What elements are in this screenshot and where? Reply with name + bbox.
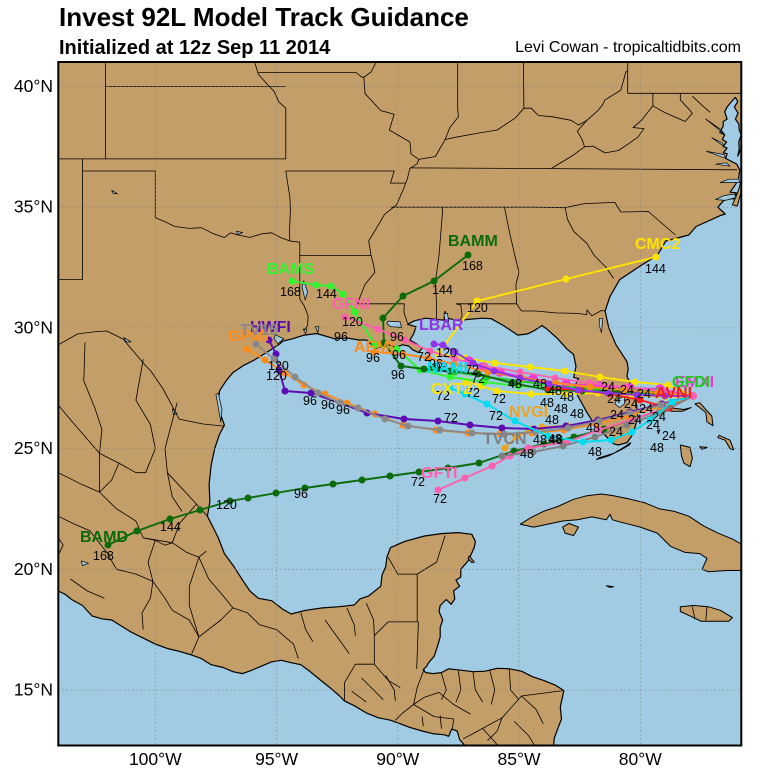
svg-text:48: 48 <box>549 433 563 447</box>
svg-text:GFDI: GFDI <box>672 374 710 391</box>
svg-text:48: 48 <box>533 433 547 447</box>
svg-text:72: 72 <box>433 492 447 506</box>
svg-text:CXT2: CXT2 <box>431 381 472 398</box>
svg-text:168: 168 <box>280 285 301 299</box>
svg-text:72: 72 <box>444 411 458 425</box>
svg-text:72: 72 <box>417 350 431 364</box>
svg-text:LBAR: LBAR <box>419 317 464 334</box>
svg-text:30°N: 30°N <box>14 317 53 337</box>
svg-text:120: 120 <box>266 369 287 383</box>
svg-text:AVNI: AVNI <box>655 385 692 402</box>
svg-text:48: 48 <box>588 445 602 459</box>
svg-text:GFNI: GFNI <box>332 296 370 313</box>
svg-text:GPMI: GPMI <box>228 328 269 345</box>
svg-text:96: 96 <box>303 394 317 408</box>
svg-text:168: 168 <box>93 549 114 563</box>
svg-text:48: 48 <box>520 447 534 461</box>
svg-text:120: 120 <box>268 359 289 373</box>
svg-text:100°W: 100°W <box>129 749 182 768</box>
svg-text:NVGI: NVGI <box>509 404 548 421</box>
svg-text:20°N: 20°N <box>14 559 53 579</box>
svg-text:24: 24 <box>637 387 651 401</box>
svg-text:72: 72 <box>411 475 425 489</box>
svg-text:24: 24 <box>628 413 642 427</box>
svg-text:85°W: 85°W <box>498 749 541 768</box>
svg-text:24: 24 <box>662 429 676 443</box>
svg-text:144: 144 <box>645 262 666 276</box>
svg-text:25°N: 25°N <box>14 438 53 458</box>
svg-text:CMC2: CMC2 <box>635 236 680 253</box>
svg-text:48: 48 <box>545 413 559 427</box>
svg-text:72: 72 <box>465 363 479 377</box>
svg-text:24: 24 <box>639 402 653 416</box>
svg-text:EMXI: EMXI <box>675 374 714 391</box>
svg-text:AEMI: AEMI <box>354 339 394 356</box>
svg-text:72: 72 <box>489 409 503 423</box>
svg-text:24: 24 <box>609 425 623 439</box>
svg-text:80°W: 80°W <box>619 749 662 768</box>
svg-text:24: 24 <box>620 383 634 397</box>
svg-text:48: 48 <box>548 384 562 398</box>
svg-text:72: 72 <box>492 392 506 406</box>
svg-text:48: 48 <box>533 377 547 391</box>
svg-text:90°W: 90°W <box>376 749 419 768</box>
svg-text:48: 48 <box>586 421 600 435</box>
svg-text:144: 144 <box>432 283 453 297</box>
svg-text:NAMI: NAMI <box>427 360 468 377</box>
svg-text:48: 48 <box>560 390 574 404</box>
svg-text:48: 48 <box>570 407 584 421</box>
svg-text:24: 24 <box>610 408 624 422</box>
svg-text:HWFI: HWFI <box>250 319 291 336</box>
svg-text:95°W: 95°W <box>255 749 298 768</box>
svg-text:96: 96 <box>366 351 380 365</box>
svg-text:24: 24 <box>624 397 638 411</box>
svg-text:24: 24 <box>646 418 660 432</box>
svg-text:BAMM: BAMM <box>448 233 498 250</box>
svg-text:96: 96 <box>390 330 404 344</box>
svg-text:48: 48 <box>548 432 562 446</box>
svg-text:144: 144 <box>316 287 337 301</box>
svg-text:168: 168 <box>462 259 483 273</box>
svg-text:48: 48 <box>508 377 522 391</box>
svg-text:35°N: 35°N <box>14 197 53 217</box>
svg-text:BAMD: BAMD <box>80 529 128 546</box>
svg-text:96: 96 <box>321 398 335 412</box>
svg-text:BAMS: BAMS <box>267 261 314 278</box>
svg-text:48: 48 <box>540 396 554 410</box>
svg-text:120: 120 <box>342 315 363 329</box>
svg-text:96: 96 <box>434 361 448 375</box>
svg-text:15°N: 15°N <box>14 680 53 700</box>
svg-text:48: 48 <box>554 402 568 416</box>
svg-text:24: 24 <box>607 392 621 406</box>
svg-text:TVCN: TVCN <box>483 431 527 448</box>
svg-text:72: 72 <box>436 389 450 403</box>
svg-text:24: 24 <box>601 380 615 394</box>
svg-text:96: 96 <box>391 368 405 382</box>
svg-text:96: 96 <box>336 403 350 417</box>
svg-text:48: 48 <box>650 441 664 455</box>
svg-text:24: 24 <box>652 410 666 424</box>
svg-text:96: 96 <box>334 330 348 344</box>
svg-text:72: 72 <box>466 386 480 400</box>
svg-text:72: 72 <box>471 372 485 386</box>
svg-text:144: 144 <box>160 520 181 534</box>
svg-text:GFTI: GFTI <box>421 465 457 482</box>
svg-text:96: 96 <box>429 357 443 371</box>
svg-text:96: 96 <box>392 348 406 362</box>
svg-text:TV15: TV15 <box>240 322 278 339</box>
svg-text:120: 120 <box>436 346 457 360</box>
svg-text:40°N: 40°N <box>14 76 53 96</box>
svg-text:96: 96 <box>294 487 308 501</box>
svg-text:120: 120 <box>467 301 488 315</box>
svg-text:120: 120 <box>216 498 237 512</box>
